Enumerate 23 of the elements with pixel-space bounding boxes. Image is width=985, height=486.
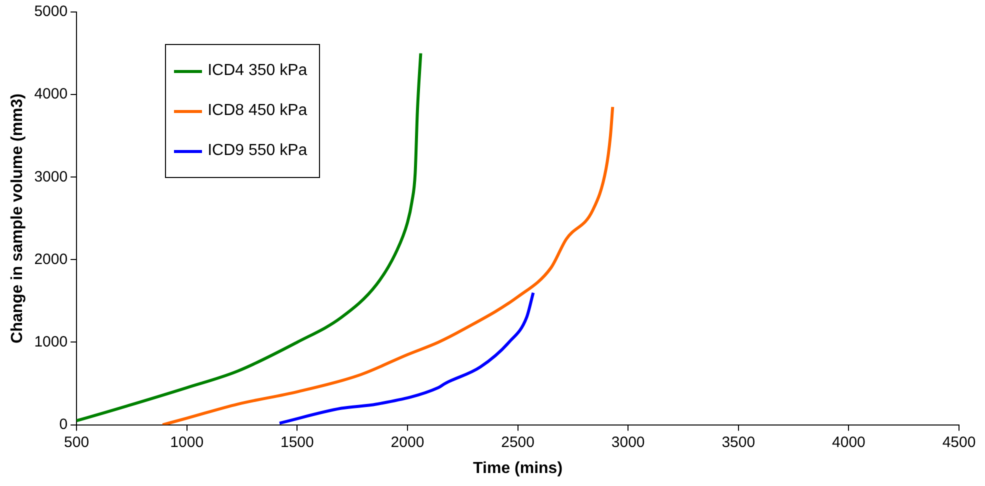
y-tick-label: 0 [59,416,68,433]
x-tick-label: 3000 [611,434,645,451]
x-tick-label: 500 [64,434,90,451]
x-tick-label: 2000 [390,434,424,451]
y-axis-title: Change in sample volume (mm3) [9,93,26,344]
legend-label: ICD9 550 kPa [208,142,308,160]
y-tick-label: 1000 [34,333,68,350]
y-tick-label: 5000 [34,3,68,20]
y-tick-label: 3000 [34,168,68,186]
x-tick-label: 4500 [942,434,976,451]
x-tick-label: 1500 [280,434,314,451]
x-tick-label: 2500 [501,434,534,451]
y-tick-label: 4000 [34,86,68,103]
y-tick-label: 2000 [34,250,68,268]
x-tick-label: 1000 [170,434,204,451]
x-tick-label: 3500 [722,434,756,451]
legend-label: ICD8 450 kPa [208,102,308,120]
x-axis-title: Time (mins) [473,460,563,477]
x-tick-label: 4000 [832,434,866,451]
legend-label: ICD4 350 kPa [208,62,308,80]
line-series [161,105,614,425]
line-series [76,52,422,422]
line-series [278,291,535,425]
